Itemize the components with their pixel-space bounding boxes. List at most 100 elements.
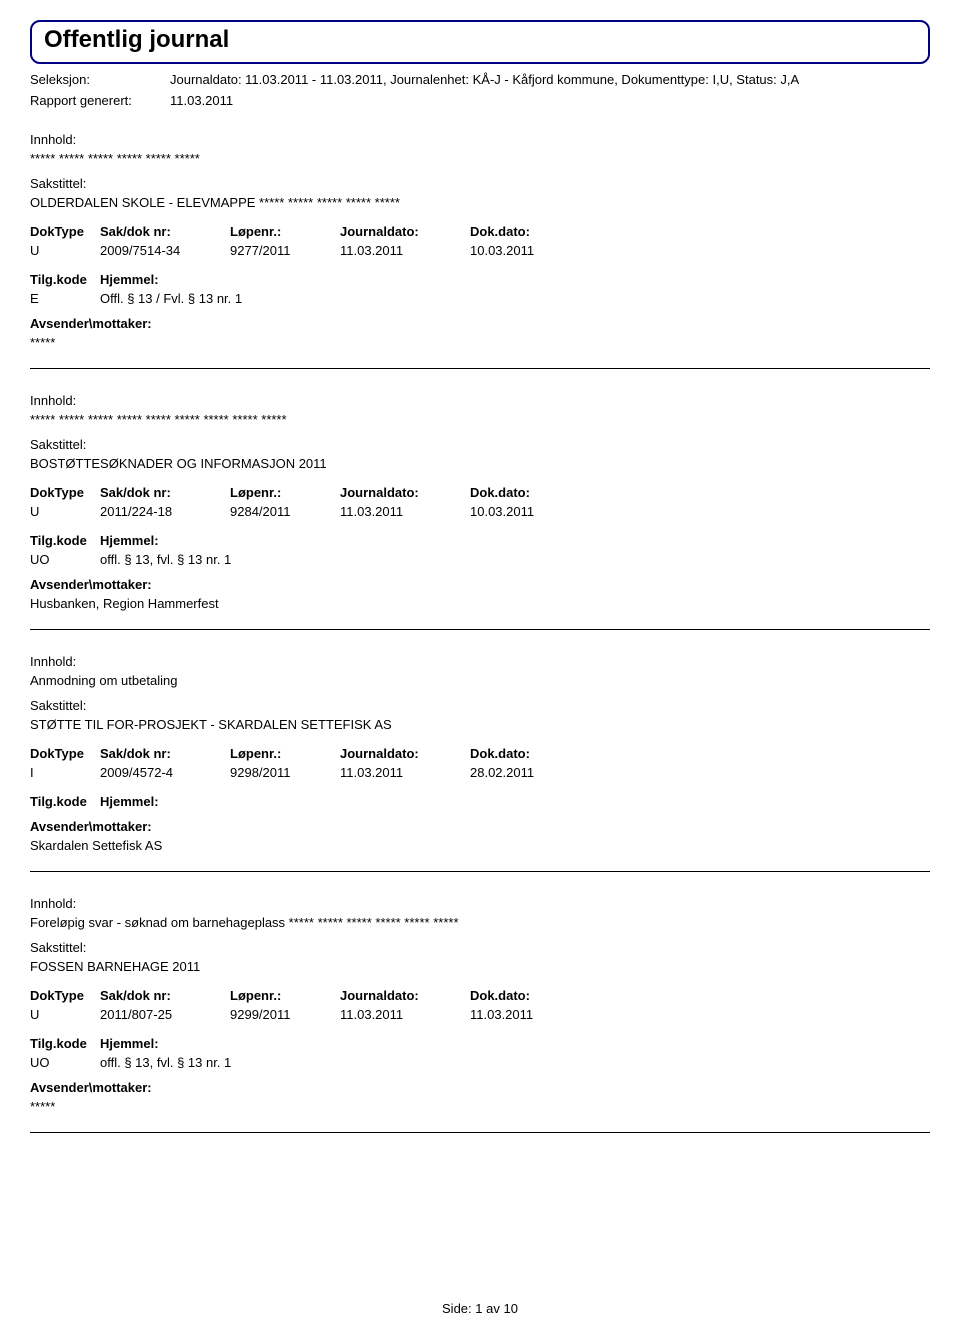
avsender-label: Avsender\mottaker: — [30, 819, 930, 834]
page-number: 1 — [475, 1301, 482, 1316]
page-title: Offentlig journal — [44, 26, 916, 54]
avsender-text: ***** — [30, 1099, 930, 1114]
lopenr-header: Løpenr.: — [230, 224, 340, 239]
doktype-header: DokType — [30, 746, 100, 761]
table-row: U 2009/7514-34 9277/2011 11.03.2011 10.0… — [30, 243, 930, 258]
journaldato-header: Journaldato: — [340, 988, 470, 1003]
side-label: Side: — [442, 1301, 472, 1316]
hjemmel-header: Hjemmel: — [100, 794, 159, 809]
journal-entry: Innhold: ***** ***** ***** ***** ***** *… — [30, 132, 930, 369]
avsender-label: Avsender\mottaker: — [30, 577, 930, 592]
sakdok-header: Sak/dok nr: — [100, 485, 230, 500]
dokdato-value: 10.03.2011 — [470, 243, 600, 258]
seleksjon-value: Journaldato: 11.03.2011 - 11.03.2011, Jo… — [170, 72, 930, 87]
journaldato-header: Journaldato: — [340, 224, 470, 239]
innhold-text: ***** ***** ***** ***** ***** ***** — [30, 151, 930, 166]
tilgkode-header: Tilg.kode — [30, 533, 100, 548]
sakstittel-label: Sakstittel: — [30, 176, 930, 191]
sakstittel-label: Sakstittel: — [30, 940, 930, 955]
av-label: av — [486, 1301, 500, 1316]
innhold-label: Innhold: — [30, 654, 930, 669]
table-header: DokType Sak/dok nr: Løpenr.: Journaldato… — [30, 224, 930, 239]
doktype-value: I — [30, 765, 100, 780]
seleksjon-label: Seleksjon: — [30, 72, 170, 87]
avsender-label: Avsender\mottaker: — [30, 316, 930, 331]
title-box: Offentlig journal — [30, 20, 930, 64]
tilgkode-header: Tilg.kode — [30, 794, 100, 809]
journaldato-value: 11.03.2011 — [340, 243, 470, 258]
hjemmel-row: E Offl. § 13 / Fvl. § 13 nr. 1 — [30, 291, 930, 306]
lopenr-header: Løpenr.: — [230, 485, 340, 500]
tilgkode-header: Tilg.kode — [30, 1036, 100, 1051]
table-header: DokType Sak/dok nr: Løpenr.: Journaldato… — [30, 988, 930, 1003]
hjemmel-text: offl. § 13, fvl. § 13 nr. 1 — [100, 1055, 930, 1070]
sakdok-value: 2011/224-18 — [100, 504, 230, 519]
rapport-value: 11.03.2011 — [170, 93, 930, 108]
seleksjon-row: Seleksjon: Journaldato: 11.03.2011 - 11.… — [30, 72, 930, 87]
table-row: U 2011/224-18 9284/2011 11.03.2011 10.03… — [30, 504, 930, 519]
journaldato-value: 11.03.2011 — [340, 1007, 470, 1022]
rapport-row: Rapport generert: 11.03.2011 — [30, 93, 930, 108]
tilgkode-header-row: Tilg.kode Hjemmel: — [30, 533, 930, 548]
innhold-text: ***** ***** ***** ***** ***** ***** ****… — [30, 412, 930, 427]
dokdato-header: Dok.dato: — [470, 485, 600, 500]
hjemmel-header: Hjemmel: — [100, 1036, 159, 1051]
lopenr-value: 9298/2011 — [230, 765, 340, 780]
journaldato-value: 11.03.2011 — [340, 504, 470, 519]
avsender-text: ***** — [30, 335, 930, 350]
dokdato-header: Dok.dato: — [470, 746, 600, 761]
sakdok-value: 2009/7514-34 — [100, 243, 230, 258]
journaldato-header: Journaldato: — [340, 746, 470, 761]
lopenr-header: Løpenr.: — [230, 746, 340, 761]
hjemmel-header: Hjemmel: — [100, 272, 159, 287]
doktype-value: U — [30, 504, 100, 519]
entry-separator — [30, 1132, 930, 1133]
journaldato-header: Journaldato: — [340, 485, 470, 500]
innhold-label: Innhold: — [30, 896, 930, 911]
dokdato-header: Dok.dato: — [470, 224, 600, 239]
dokdato-header: Dok.dato: — [470, 988, 600, 1003]
tilgkode-value: E — [30, 291, 100, 306]
sakstittel-text: BOSTØTTESØKNADER OG INFORMASJON 2011 — [30, 456, 930, 471]
avsender-text: Skardalen Settefisk AS — [30, 838, 930, 853]
dokdato-value: 10.03.2011 — [470, 504, 600, 519]
tilgkode-value: UO — [30, 1055, 100, 1070]
total-pages: 10 — [504, 1301, 518, 1316]
lopenr-value: 9284/2011 — [230, 504, 340, 519]
journal-entry: Innhold: Anmodning om utbetaling Sakstit… — [30, 654, 930, 872]
hjemmel-row: UO offl. § 13, fvl. § 13 nr. 1 — [30, 1055, 930, 1070]
hjemmel-text: Offl. § 13 / Fvl. § 13 nr. 1 — [100, 291, 930, 306]
innhold-text: Anmodning om utbetaling — [30, 673, 930, 688]
sakdok-value: 2011/807-25 — [100, 1007, 230, 1022]
entry-separator — [30, 368, 930, 369]
rapport-label: Rapport generert: — [30, 93, 170, 108]
sakdok-value: 2009/4572-4 — [100, 765, 230, 780]
sakdok-header: Sak/dok nr: — [100, 224, 230, 239]
lopenr-value: 9299/2011 — [230, 1007, 340, 1022]
doktype-header: DokType — [30, 224, 100, 239]
journal-entry: Innhold: ***** ***** ***** ***** ***** *… — [30, 393, 930, 630]
avsender-label: Avsender\mottaker: — [30, 1080, 930, 1095]
table-header: DokType Sak/dok nr: Løpenr.: Journaldato… — [30, 485, 930, 500]
table-row: U 2011/807-25 9299/2011 11.03.2011 11.03… — [30, 1007, 930, 1022]
dokdato-value: 28.02.2011 — [470, 765, 600, 780]
tilgkode-header-row: Tilg.kode Hjemmel: — [30, 1036, 930, 1051]
tilgkode-header-row: Tilg.kode Hjemmel: — [30, 794, 930, 809]
sakstittel-text: OLDERDALEN SKOLE - ELEVMAPPE ***** *****… — [30, 195, 930, 210]
tilgkode-header: Tilg.kode — [30, 272, 100, 287]
tilgkode-header-row: Tilg.kode Hjemmel: — [30, 272, 930, 287]
journaldato-value: 11.03.2011 — [340, 765, 470, 780]
sakdok-header: Sak/dok nr: — [100, 988, 230, 1003]
sakstittel-label: Sakstittel: — [30, 698, 930, 713]
hjemmel-header: Hjemmel: — [100, 533, 159, 548]
avsender-text: Husbanken, Region Hammerfest — [30, 596, 930, 611]
sakdok-header: Sak/dok nr: — [100, 746, 230, 761]
hjemmel-text: offl. § 13, fvl. § 13 nr. 1 — [100, 552, 930, 567]
sakstittel-label: Sakstittel: — [30, 437, 930, 452]
lopenr-header: Løpenr.: — [230, 988, 340, 1003]
entry-separator — [30, 629, 930, 630]
lopenr-value: 9277/2011 — [230, 243, 340, 258]
tilgkode-value: UO — [30, 552, 100, 567]
table-row: I 2009/4572-4 9298/2011 11.03.2011 28.02… — [30, 765, 930, 780]
doktype-value: U — [30, 1007, 100, 1022]
